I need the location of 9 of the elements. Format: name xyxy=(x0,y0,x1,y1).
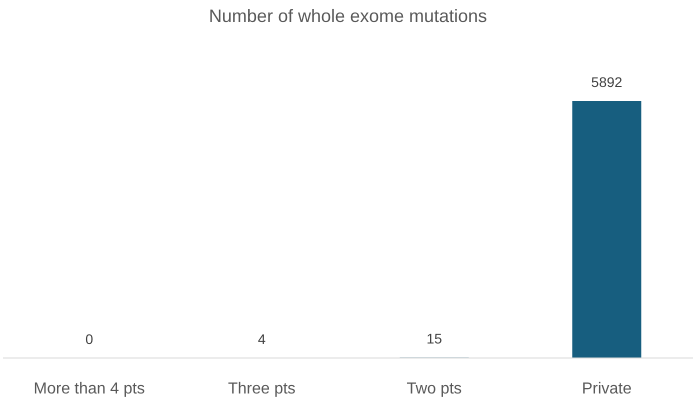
data-label: 4 xyxy=(258,330,266,347)
data-label: 0 xyxy=(85,331,94,347)
x-tick-label: Two pts xyxy=(406,380,462,398)
x-tick-label: More than 4 pts xyxy=(34,380,145,398)
data-label: 5892 xyxy=(591,74,623,90)
data-label: 15 xyxy=(426,330,442,346)
x-tick-label: Private xyxy=(582,380,632,398)
x-tick-label: Three pts xyxy=(228,380,296,398)
chart-title: Number of whole exome mutations xyxy=(208,6,488,27)
